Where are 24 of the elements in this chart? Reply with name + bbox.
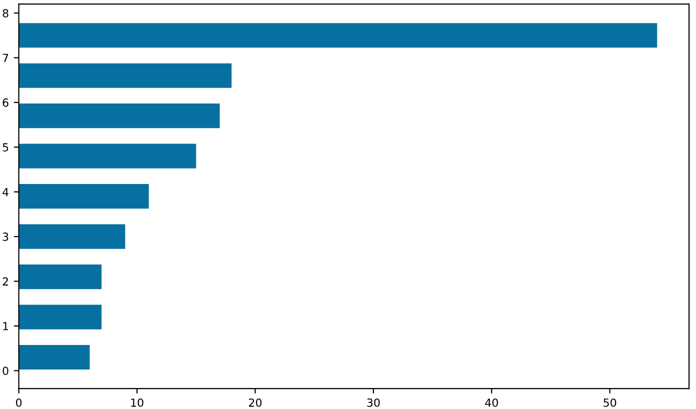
bar bbox=[18, 224, 126, 249]
y-tick-label: 3 bbox=[2, 232, 8, 241]
bar bbox=[18, 63, 232, 88]
y-tick-label: 7 bbox=[2, 54, 8, 62]
bar bbox=[18, 23, 658, 48]
bar bbox=[18, 144, 196, 168]
bar bbox=[18, 304, 102, 330]
x-tick-label: 40 bbox=[485, 398, 498, 407]
x-tick-label: 20 bbox=[248, 398, 262, 407]
bar bbox=[18, 344, 90, 370]
y-tick-label: 8 bbox=[2, 9, 8, 18]
y-tick-label: 2 bbox=[2, 277, 8, 286]
y-tick-label: 6 bbox=[2, 98, 8, 107]
x-tick-label: 50 bbox=[604, 398, 616, 407]
bar bbox=[18, 264, 102, 290]
bar bbox=[18, 104, 220, 128]
x-tick-label: 0 bbox=[16, 398, 22, 407]
y-tick-label: 1 bbox=[3, 322, 8, 330]
y-tick-label: 0 bbox=[2, 366, 8, 376]
x-tick-label: 10 bbox=[131, 398, 144, 407]
bar bbox=[18, 184, 149, 209]
y-tick-label: 4 bbox=[2, 188, 8, 196]
x-tick-label: 30 bbox=[367, 398, 380, 407]
y-tick-label: 5 bbox=[2, 143, 8, 152]
